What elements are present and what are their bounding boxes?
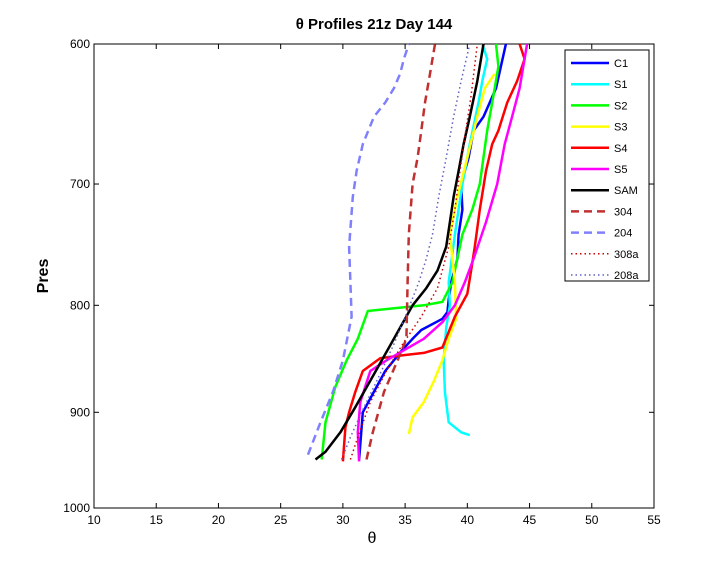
series-line-s3 xyxy=(407,73,496,435)
y-axis-label: Pres xyxy=(35,259,52,294)
series-layer xyxy=(306,43,529,462)
x-tick-label: 50 xyxy=(585,513,599,527)
x-tick-label: 40 xyxy=(461,513,475,527)
x-axis-ticks: 10 15 20 25 30 35 40 45 50 55 xyxy=(87,44,661,527)
series-line-308a xyxy=(349,43,479,460)
y-tick-label: 900 xyxy=(70,405,90,419)
legend-label: SAM xyxy=(614,185,638,197)
series-line-s5 xyxy=(356,43,529,462)
legend-label: S3 xyxy=(614,122,627,134)
x-axis-label: θ xyxy=(368,530,377,547)
x-tick-label: 20 xyxy=(212,513,226,527)
y-tick-label: 700 xyxy=(70,177,90,191)
y-tick-label: 1000 xyxy=(63,501,90,515)
legend-label: 308a xyxy=(614,249,639,261)
legend-label: S1 xyxy=(614,79,627,91)
y-axis-ticks: 600 700 800 900 1000 xyxy=(63,37,654,515)
y-tick-label: 800 xyxy=(70,298,90,312)
legend-label: C1 xyxy=(614,58,628,70)
legend-label: 304 xyxy=(614,206,632,218)
legend-box xyxy=(564,49,650,282)
legend-label: S4 xyxy=(614,143,627,155)
series-line-s1 xyxy=(442,43,489,437)
x-tick-label: 10 xyxy=(87,513,101,527)
series-line-204 xyxy=(306,43,410,456)
x-tick-label: 45 xyxy=(523,513,537,527)
x-tick-label: 35 xyxy=(398,513,412,527)
legend-label: 204 xyxy=(614,228,632,240)
legend-label: S5 xyxy=(614,164,627,176)
x-tick-label: 25 xyxy=(274,513,288,527)
chart-title: θ Profiles 21z Day 144 xyxy=(296,16,453,33)
y-tick-label: 600 xyxy=(70,37,90,51)
x-tick-label: 30 xyxy=(336,513,350,527)
legend: C1 S1 S2 S3 S4 S5 SAM 304 204 308a 208a xyxy=(564,49,650,282)
series-line-sam xyxy=(314,43,485,461)
legend-label: 208a xyxy=(614,270,639,282)
series-line-208a xyxy=(340,43,471,460)
x-tick-label: 15 xyxy=(150,513,164,527)
series-line-s4 xyxy=(341,43,526,462)
x-tick-label: 55 xyxy=(647,513,661,527)
series-line-304 xyxy=(365,43,437,460)
legend-label: S2 xyxy=(614,100,627,112)
series-line-s2 xyxy=(320,43,500,460)
